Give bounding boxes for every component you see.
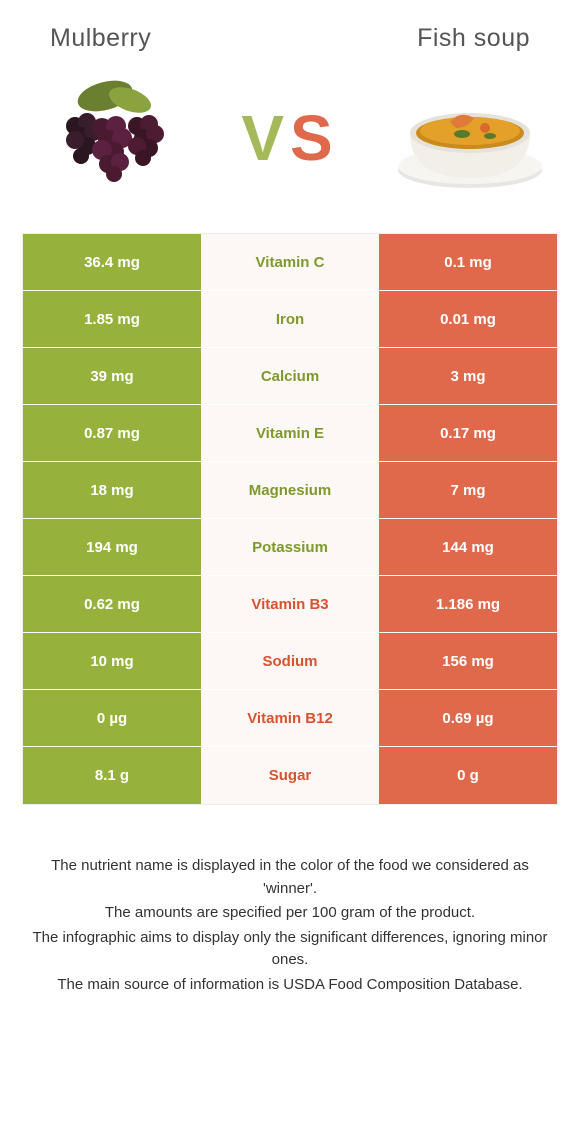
left-value-cell: 194 mg <box>23 519 201 575</box>
right-value-cell: 156 mg <box>379 633 557 689</box>
right-value-cell: 0.1 mg <box>379 234 557 290</box>
vs-label: VS <box>241 101 338 175</box>
right-value-cell: 1.186 mg <box>379 576 557 632</box>
vs-row: VS <box>0 63 580 233</box>
nutrient-label-cell: Calcium <box>201 348 379 404</box>
left-value-cell: 0 µg <box>23 690 201 746</box>
footer-line: The infographic aims to display only the… <box>30 927 550 972</box>
table-row: 194 mgPotassium144 mg <box>23 519 557 576</box>
table-row: 0.62 mgVitamin B31.186 mg <box>23 576 557 633</box>
right-value-cell: 0.01 mg <box>379 291 557 347</box>
nutrient-label-cell: Sugar <box>201 747 379 804</box>
table-row: 8.1 gSugar0 g <box>23 747 557 804</box>
left-food-title: Mulberry <box>50 24 151 53</box>
right-value-cell: 0 g <box>379 747 557 804</box>
fish-soup-image <box>390 73 550 203</box>
right-value-cell: 144 mg <box>379 519 557 575</box>
mulberry-image <box>30 73 190 203</box>
right-value-cell: 0.17 mg <box>379 405 557 461</box>
nutrient-label-cell: Vitamin C <box>201 234 379 290</box>
right-value-cell: 7 mg <box>379 462 557 518</box>
right-value-cell: 0.69 µg <box>379 690 557 746</box>
footer-line: The nutrient name is displayed in the co… <box>30 855 550 900</box>
table-row: 0.87 mgVitamin E0.17 mg <box>23 405 557 462</box>
nutrient-label-cell: Potassium <box>201 519 379 575</box>
vs-s: S <box>290 101 339 175</box>
table-row: 0 µgVitamin B120.69 µg <box>23 690 557 747</box>
table-row: 36.4 mgVitamin C0.1 mg <box>23 234 557 291</box>
nutrient-label-cell: Iron <box>201 291 379 347</box>
left-value-cell: 0.62 mg <box>23 576 201 632</box>
table-row: 10 mgSodium156 mg <box>23 633 557 690</box>
left-value-cell: 39 mg <box>23 348 201 404</box>
left-value-cell: 10 mg <box>23 633 201 689</box>
footer-notes: The nutrient name is displayed in the co… <box>0 805 580 996</box>
table-row: 18 mgMagnesium7 mg <box>23 462 557 519</box>
header-titles: Mulberry Fish soup <box>0 0 580 63</box>
nutrient-label-cell: Vitamin B3 <box>201 576 379 632</box>
footer-line: The amounts are specified per 100 gram o… <box>30 902 550 925</box>
vs-v: V <box>241 101 290 175</box>
nutrient-comparison-table: 36.4 mgVitamin C0.1 mg1.85 mgIron0.01 mg… <box>22 233 558 805</box>
right-food-title: Fish soup <box>417 24 530 53</box>
table-row: 1.85 mgIron0.01 mg <box>23 291 557 348</box>
right-value-cell: 3 mg <box>379 348 557 404</box>
left-value-cell: 36.4 mg <box>23 234 201 290</box>
nutrient-label-cell: Vitamin B12 <box>201 690 379 746</box>
left-value-cell: 18 mg <box>23 462 201 518</box>
left-value-cell: 1.85 mg <box>23 291 201 347</box>
left-value-cell: 8.1 g <box>23 747 201 804</box>
nutrient-label-cell: Sodium <box>201 633 379 689</box>
nutrient-label-cell: Magnesium <box>201 462 379 518</box>
footer-line: The main source of information is USDA F… <box>30 974 550 997</box>
left-value-cell: 0.87 mg <box>23 405 201 461</box>
table-row: 39 mgCalcium3 mg <box>23 348 557 405</box>
nutrient-label-cell: Vitamin E <box>201 405 379 461</box>
